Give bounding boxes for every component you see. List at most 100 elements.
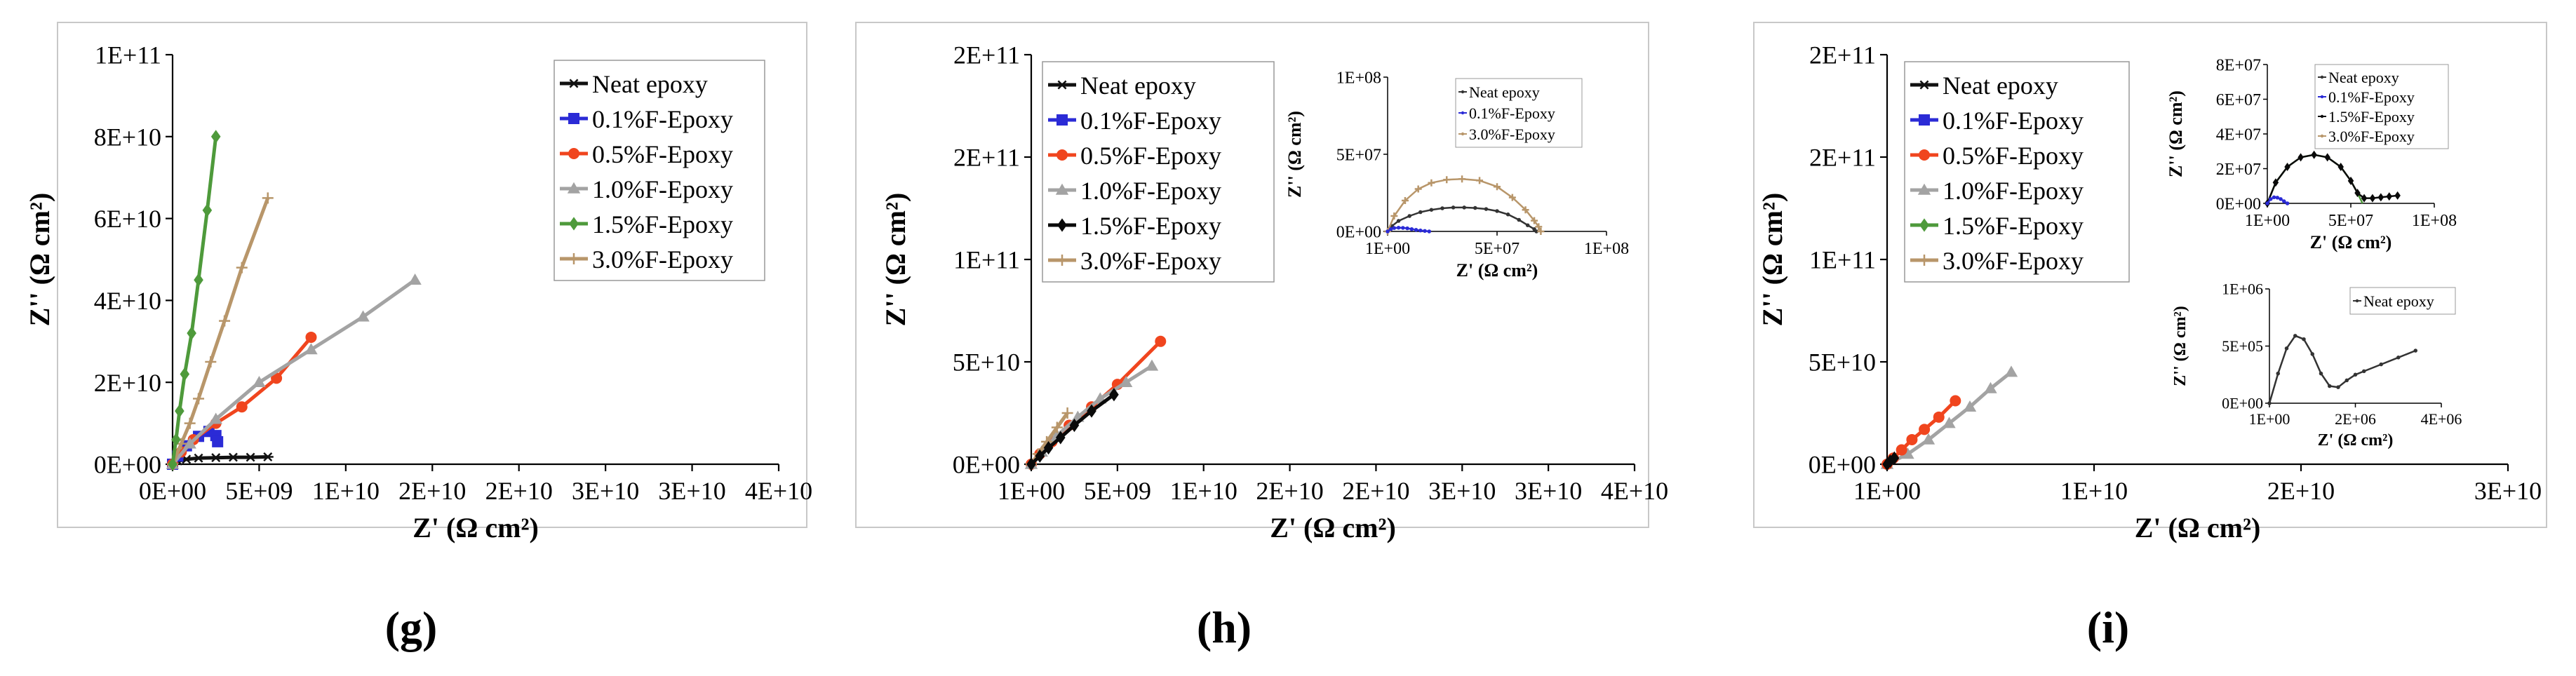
h-x-tick-label: 1E+00 (998, 477, 1065, 505)
h-x-tick-label: 3E+10 (1428, 477, 1496, 505)
i-inset-top-data-point (2275, 196, 2280, 200)
i-inset-top-data-point (2297, 153, 2304, 162)
i-inset-bottom-data-point (2362, 369, 2366, 374)
i-y-tick-label: 2E+11 (1809, 41, 1876, 69)
g-legend-label: Neat epoxy (592, 70, 708, 98)
h-data-point (1119, 376, 1133, 387)
g-y-tick-label: 4E+10 (94, 287, 161, 315)
i-x-tick-label: 1E+10 (2060, 477, 2128, 505)
g-data-point (180, 367, 190, 381)
g-data-point (219, 315, 231, 327)
i-y-tick-label: 2E+11 (1809, 144, 1876, 172)
i-inset-bottom-y-tick-label: 1E+06 (2222, 280, 2263, 298)
i-inset-bottom-inset: 1E+00 2E+06 4E+06 0E+00 5E+05 1E+06 Z' (Ω cm²)… (2171, 280, 2462, 449)
h-inset-data-point (1537, 228, 1545, 235)
i-inset-top-y-tick-label: 0E+00 (2216, 195, 2261, 213)
h-inset-legend-marker (1461, 90, 1465, 94)
h-inset-data-point (1535, 223, 1543, 231)
i-inset-top-data-point (2394, 191, 2401, 200)
h-inset-y-axis-title: Z'' (Ω cm²) (1284, 111, 1305, 198)
h-y-tick-label: 0E+00 (953, 451, 1020, 479)
g-legend-label: 3.0%F-Epoxy (592, 245, 733, 273)
g-data-point (210, 130, 221, 144)
i-inset-bottom-data-point (2396, 356, 2401, 360)
h-inset-x-tick-label: 1E+00 (1365, 240, 1410, 258)
i-legend-label: 3.0%F-Epoxy (1943, 247, 2084, 275)
h-legend-label: Neat epoxy (1080, 72, 1196, 100)
h-legend-label: 1.0%F-Epoxy (1080, 177, 1221, 205)
i-inset-top-legend-label: 3.0%F-Epoxy (2328, 128, 2415, 145)
h-inset-data-point (1473, 205, 1477, 210)
i-inset-bottom-data-point (2319, 371, 2323, 376)
i-x-axis-title: Z' (Ω cm²) (2135, 512, 2261, 543)
i-y-tick-label: 1E+11 (1809, 246, 1876, 274)
h-x-tick-label: 4E+10 (1601, 477, 1668, 505)
h-inset-data-point (1396, 219, 1401, 223)
i-inset-bottom-legend: Neat epoxy (2349, 287, 2456, 315)
g-data-point (193, 453, 205, 463)
h-x-tick-label: 2E+10 (1342, 477, 1409, 505)
h-legend-marker (1056, 255, 1068, 266)
h-inset-legend-marker (1461, 111, 1465, 115)
i-inset-bottom-data-point (2353, 372, 2358, 377)
h-inset-data-point (1423, 229, 1427, 234)
h-data-point (1069, 418, 1080, 433)
i-inset-top-y-tick-label: 4E+07 (2216, 126, 2261, 144)
i-inset-bottom-y-axis-title: Z'' (Ω cm²) (2171, 306, 2189, 386)
i-legend-label: 0.5%F-Epoxy (1943, 142, 2084, 170)
i-data-point (1889, 451, 1900, 465)
h-data-point (1035, 449, 1045, 463)
i-inset-top-legend-marker (2320, 75, 2324, 79)
h-inset-x-tick-label: 1E+08 (1584, 240, 1629, 258)
i-x-tick-label: 1E+00 (1853, 477, 1921, 505)
i-legend: Neat epoxy 0.1%F-Epoxy 0.5%F-Epoxy 1.0%F-Ep… (1904, 61, 2130, 283)
g-y-tick-label: 1E+11 (95, 41, 161, 69)
i-inset-top-data-point (2269, 197, 2273, 201)
g-data-point (205, 356, 217, 367)
g-data-point (262, 192, 274, 204)
i-inset-top-data-point (2311, 150, 2317, 159)
h-y-axis-title: Z'' (Ω cm²) (880, 193, 911, 327)
i-data-point (1885, 454, 1896, 468)
h-x-tick-label: 3E+10 (1515, 477, 1582, 505)
h-inset-data-point (1476, 177, 1484, 184)
h-legend-box (1042, 61, 1275, 283)
h-legend-label: 0.1%F-Epoxy (1080, 107, 1221, 135)
h-data-point (1026, 457, 1036, 471)
i-inset-top-legend: Neat epoxy 0.1%F-Epoxy 1.5%F-Epoxy 3.0%F-Ep… (2314, 64, 2449, 149)
panel-caption-i: (i) (2087, 602, 2129, 652)
i-legend-marker (1917, 183, 1931, 195)
i-inset-top-legend-marker (2320, 95, 2324, 99)
i-inset-bottom-x-tick-label: 2E+06 (2335, 410, 2376, 428)
i-inset-top-data-point (2369, 194, 2376, 203)
i-inset-bottom-legend-box (2349, 287, 2456, 315)
g-x-tick-label: 5E+09 (225, 477, 293, 505)
g-y-tick-label: 2E+10 (94, 369, 161, 397)
i-inset-top-data-point (2324, 153, 2330, 162)
i-inset-top-data-point (2272, 178, 2279, 187)
g-x-tick-label: 3E+10 (658, 477, 725, 505)
i-legend-marker (1919, 149, 1930, 161)
h-inset-data-point (1427, 229, 1432, 234)
h-inset-data-point (1392, 226, 1397, 230)
h-inset-data-point (1494, 183, 1501, 191)
i-inset-bottom-data-point (2413, 349, 2417, 353)
h-inset-data-point (1443, 176, 1451, 184)
i-inset-top-data-point (2386, 192, 2392, 201)
i-legend-marker (1919, 80, 1930, 90)
h-legend-label: 3.0%F-Epoxy (1080, 247, 1221, 275)
i-inset-bottom-legend-label: Neat epoxy (2363, 292, 2434, 310)
i-legend-marker (1919, 114, 1930, 126)
i-inset-bottom-data-point (2284, 346, 2289, 351)
h-inset-y-tick-label: 5E+07 (1336, 146, 1381, 164)
i-inset-top-data-point (2361, 194, 2368, 203)
i-legend-marker (1919, 255, 1930, 266)
h-data-point (1043, 441, 1054, 455)
i-data-point (1943, 417, 1956, 428)
g-x-axis-title: Z' (Ω cm²) (412, 512, 539, 543)
i-inset-bottom-data-point (2379, 362, 2383, 367)
i-inset-top-legend-box (2314, 64, 2449, 149)
h-data-point (1055, 431, 1066, 445)
h-inset-inset: 1E+00 5E+07 1E+08 0E+00 5E+07 1E+08 Z' (Ω cm²)… (1284, 69, 1629, 280)
g-x-tick-label: 4E+10 (745, 477, 812, 505)
